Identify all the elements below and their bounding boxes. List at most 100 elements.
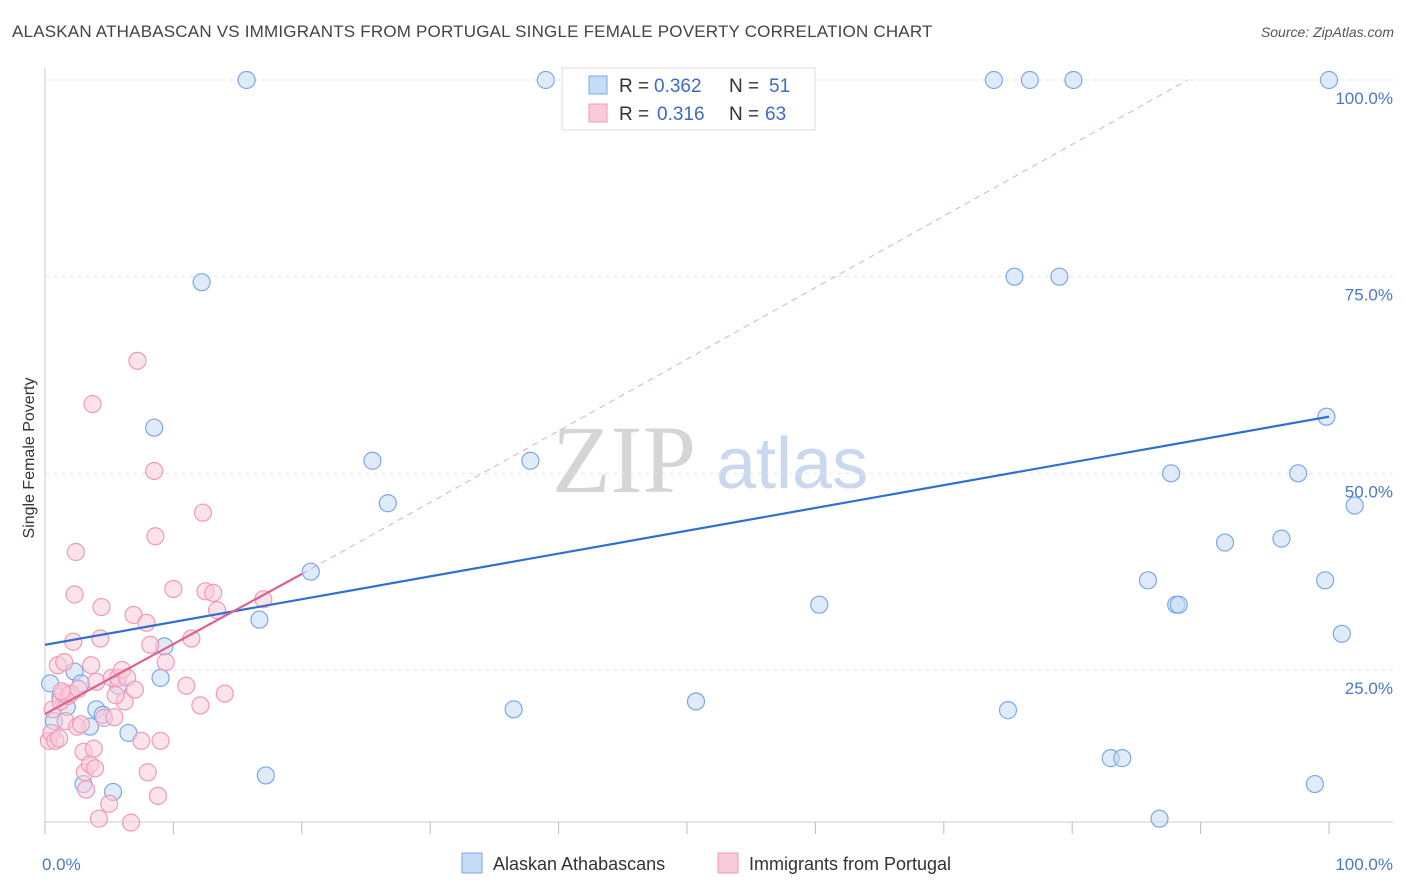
portugal-point-12 xyxy=(65,585,84,604)
portugal-point-22 xyxy=(84,739,103,758)
portugal-point-62 xyxy=(125,680,144,699)
athabascan-point-16 xyxy=(192,273,211,292)
portugal-point-35 xyxy=(121,813,141,832)
portugal-point-20 xyxy=(82,656,101,675)
series-legend: Alaskan Athabascans Immigrants from Port… xyxy=(461,852,951,874)
y-tick-label-25: 25.0% xyxy=(1345,679,1393,698)
legend-r-label-2: R = xyxy=(619,104,649,125)
athabascan-point-48 xyxy=(1332,624,1351,643)
portugal-point-26 xyxy=(92,597,111,617)
athabascan-point-18 xyxy=(250,610,269,629)
series-legend-label-athabascan: Alaskan Athabascans xyxy=(493,854,665,874)
portugal-point-38 xyxy=(132,731,151,750)
portugal-point-60 xyxy=(85,759,105,778)
legend-swatch-athabascan xyxy=(588,75,608,95)
legend-n-label-2: N = xyxy=(729,104,759,125)
athabascan-point-21 xyxy=(363,451,382,470)
y-tick-label-75: 75.0% xyxy=(1345,286,1393,305)
portugal-point-45 xyxy=(151,731,170,750)
y-tick-labels: 25.0% 50.0% 75.0% 100.0% xyxy=(1335,89,1393,698)
athabascan-point-24 xyxy=(521,451,540,470)
trend-extension-1 xyxy=(301,79,1189,575)
data-points xyxy=(39,70,1364,832)
portugal-point-42 xyxy=(145,461,164,481)
series-legend-label-portugal: Immigrants from Portugal xyxy=(749,854,951,874)
portugal-point-41 xyxy=(141,635,160,654)
athabascan-point-13 xyxy=(145,418,164,437)
athabascan-point-50 xyxy=(1319,70,1339,90)
gridlines xyxy=(45,79,1393,671)
athabascan-point-39 xyxy=(1161,464,1181,483)
portugal-point-44 xyxy=(148,786,168,805)
athabascan-point-36 xyxy=(1113,749,1132,768)
athabascan-point-37 xyxy=(1138,571,1158,590)
legend-r-value-1: 0.362 xyxy=(654,76,702,97)
legend-r-label-1: R = xyxy=(619,76,649,97)
legend-r-value-2: 0.316 xyxy=(657,104,705,125)
athabascan-point-33 xyxy=(1050,267,1069,286)
athabascan-point-46 xyxy=(1316,571,1335,590)
portugal-point-57 xyxy=(50,729,69,748)
portugal-point-13 xyxy=(66,542,85,562)
portugal-point-37 xyxy=(128,351,147,370)
portugal-point-50 xyxy=(191,696,210,715)
portugal-point-24 xyxy=(89,809,109,828)
trend-line-1 xyxy=(44,573,303,716)
portugal-point-47 xyxy=(164,579,183,599)
portugal-point-40 xyxy=(138,763,157,782)
portugal-point-18 xyxy=(76,780,96,799)
y-axis-label: Single Female Poverty xyxy=(21,378,38,539)
athabascan-point-27 xyxy=(686,692,706,711)
athabascan-point-28 xyxy=(810,595,829,614)
portugal-point-25 xyxy=(91,629,110,648)
athabascan-point-43 xyxy=(1272,529,1291,548)
athabascan-point-31 xyxy=(1005,267,1024,286)
athabascan-point-30 xyxy=(998,701,1018,720)
athabascan-point-29 xyxy=(984,70,1003,90)
athabascan-point-25 xyxy=(536,70,555,90)
portugal-point-7 xyxy=(55,653,74,672)
y-tick-label-50: 50.0% xyxy=(1345,482,1393,501)
athabascan-point-34 xyxy=(1064,70,1083,90)
portugal-point-15 xyxy=(71,715,91,734)
trend-line-0 xyxy=(44,415,1330,646)
portugal-point-46 xyxy=(156,653,175,672)
stats-legend: R = 0.362 N = 51 R = 0.316 N = 63 xyxy=(561,67,816,131)
athabascan-point-49 xyxy=(1345,496,1364,515)
legend-n-value-1: 51 xyxy=(769,76,790,97)
legend-swatch-portugal xyxy=(588,103,608,123)
x-axis-ticks xyxy=(44,822,1330,834)
series-legend-swatch-portugal xyxy=(717,852,739,874)
portugal-point-61 xyxy=(106,686,125,705)
watermark-zip: ZIP xyxy=(552,406,696,513)
watermark: ZIP atlas xyxy=(552,406,868,513)
x-tick-label-right: 100.0% xyxy=(1335,855,1393,874)
portugal-point-21 xyxy=(83,395,102,414)
portugal-point-30 xyxy=(105,708,124,727)
athabascan-point-23 xyxy=(504,700,523,719)
portugal-point-48 xyxy=(177,676,196,695)
athabascan-point-22 xyxy=(378,494,397,513)
athabascan-point-32 xyxy=(1020,70,1039,90)
athabascan-point-44 xyxy=(1305,774,1324,794)
portugal-point-51 xyxy=(193,503,213,522)
portugal-point-43 xyxy=(146,527,165,546)
athabascan-point-38 xyxy=(1150,809,1169,828)
athabascan-point-17 xyxy=(237,70,256,90)
chart-source: Source: ZipAtlas.com xyxy=(1260,24,1394,40)
portugal-point-53 xyxy=(204,583,223,603)
athabascan-point-19 xyxy=(256,766,275,785)
watermark-atlas: atlas xyxy=(716,424,868,504)
trend-lines xyxy=(44,79,1330,716)
portugal-point-28 xyxy=(100,794,119,813)
athabascan-point-45 xyxy=(1289,464,1308,483)
portugal-point-58 xyxy=(52,682,71,701)
series-legend-swatch-athabascan xyxy=(461,852,483,874)
x-tick-label-left: 0.0% xyxy=(42,855,81,874)
athabascan-point-20 xyxy=(301,562,320,581)
athabascan-point-14 xyxy=(151,668,170,687)
athabascan-point-41 xyxy=(1169,595,1188,614)
legend-n-label-1: N = xyxy=(729,76,759,97)
y-tick-label-100: 100.0% xyxy=(1335,89,1393,108)
